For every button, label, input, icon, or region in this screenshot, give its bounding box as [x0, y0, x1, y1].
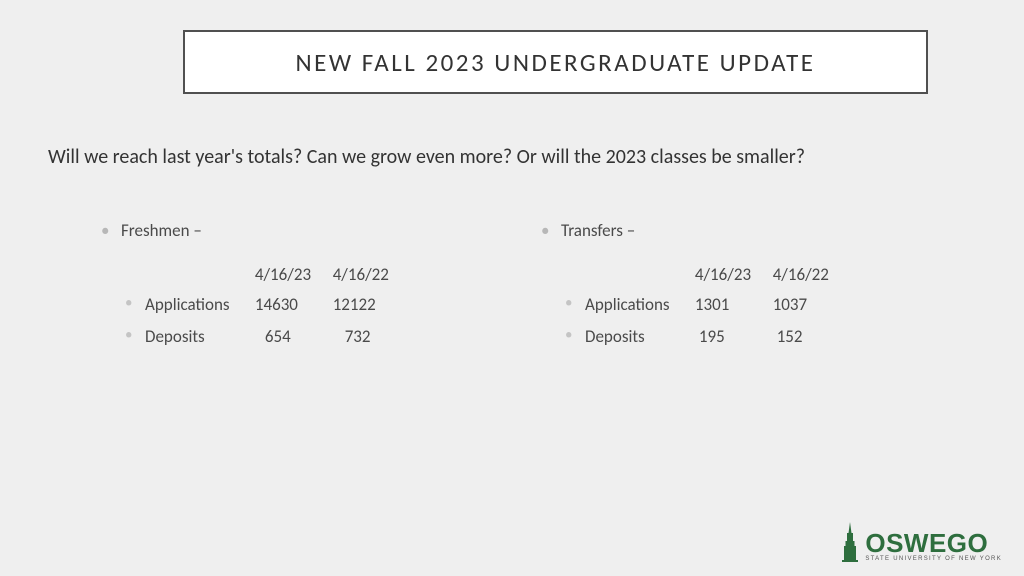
row-label-applications: Applications [585, 294, 691, 316]
transfers-applications-23: 1301 [695, 294, 769, 316]
logo-subtext: STATE UNIVERSITY OF NEW YORK [865, 556, 1002, 562]
transfers-applications-22: 1037 [773, 294, 847, 316]
freshmen-deposits-row: Deposits 654 732 [85, 326, 515, 348]
freshmen-deposits-23: 654 [255, 326, 329, 348]
row-label-deposits: Deposits [585, 326, 691, 348]
row-label-deposits: Deposits [145, 326, 251, 348]
subheading: Will we reach last year's totals? Can we… [48, 145, 805, 169]
freshmen-deposits-22: 732 [333, 326, 407, 348]
freshmen-heading: Freshmen – [85, 220, 515, 242]
col-header-23: 4/16/23 [695, 264, 769, 286]
transfers-column: Transfers – 4/16/23 4/16/22 Applications… [515, 220, 945, 348]
transfers-applications-row: Applications 1301 1037 [525, 294, 945, 316]
title-box: NEW FALL 2023 UNDERGRADUATE UPDATE [183, 30, 928, 94]
transfers-deposits-22: 152 [773, 326, 847, 348]
col-header-23: 4/16/23 [255, 264, 329, 286]
logo-wordmark: OSWEGO [865, 532, 1002, 555]
freshmen-applications-22: 12122 [333, 294, 407, 316]
tower-icon [841, 522, 859, 562]
row-label-applications: Applications [145, 294, 251, 316]
transfers-deposits-row: Deposits 195 152 [525, 326, 945, 348]
col-header-22: 4/16/22 [333, 264, 407, 286]
freshmen-header-row: 4/16/23 4/16/22 [85, 264, 515, 286]
transfers-heading: Transfers – [525, 220, 945, 242]
col-header-22: 4/16/22 [773, 264, 847, 286]
freshmen-applications-23: 14630 [255, 294, 329, 316]
footer-logo: OSWEGO STATE UNIVERSITY OF NEW YORK [841, 522, 1002, 562]
freshmen-column: Freshmen – 4/16/23 4/16/22 Applications … [85, 220, 515, 348]
freshmen-applications-row: Applications 14630 12122 [85, 294, 515, 316]
transfers-deposits-23: 195 [695, 326, 769, 348]
page-title: NEW FALL 2023 UNDERGRADUATE UPDATE [295, 47, 815, 78]
columns: Freshmen – 4/16/23 4/16/22 Applications … [85, 220, 945, 348]
transfers-header-row: 4/16/23 4/16/22 [525, 264, 945, 286]
